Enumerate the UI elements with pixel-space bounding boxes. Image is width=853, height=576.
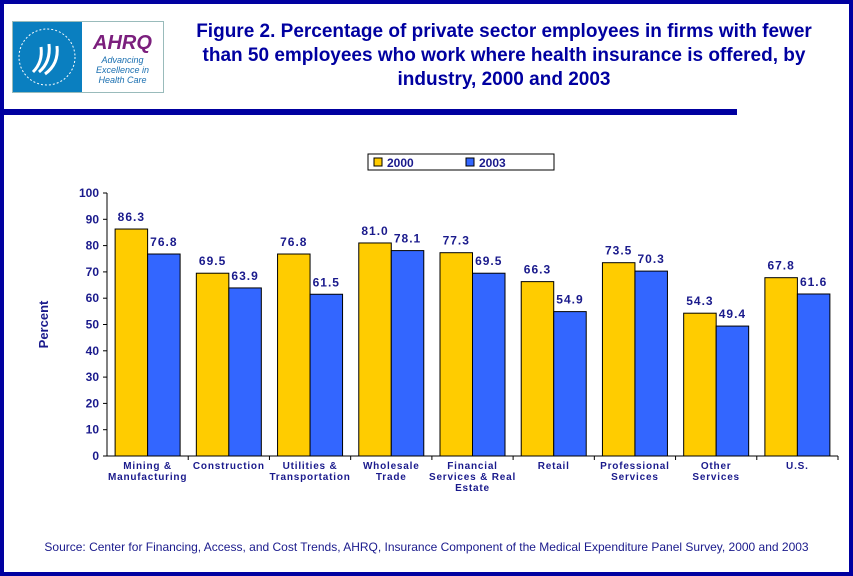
data-label: 54.3 [686,294,713,308]
category-label: Mining & [123,461,172,472]
bar-2000 [764,277,798,457]
category-label: Construction [193,461,265,472]
data-label: 73.5 [605,244,632,258]
category-label: Utilities & [283,461,338,472]
data-label: 61.5 [313,275,340,289]
data-label: 61.6 [800,275,827,289]
y-tick-label: 40 [86,344,100,358]
data-label: 69.5 [199,254,226,268]
bar-2000 [439,252,473,457]
bar-2003 [309,293,344,457]
legend-box [367,153,555,171]
data-label: 81.0 [361,224,388,238]
bar-chart: 0 10 20 30 40 50 60 70 80 90 100 Percent 86.3 76.8 Min… [36,153,839,494]
header-divider [4,109,737,115]
category-label: Other [701,461,732,472]
bar-2003 [472,272,506,457]
chart-title: Figure 2. Percentage of private sector e… [196,21,812,90]
bar-2003 [147,253,181,457]
category-label: Transportation [269,472,350,483]
y-axis-label: Percent [36,300,51,348]
bar-2000 [195,272,230,457]
data-label: 76.8 [280,235,307,249]
category-label: Financial [447,461,498,472]
bar-2003 [715,325,750,457]
data-label: 49.4 [719,307,746,321]
category-label: Professional [600,461,670,472]
bar-2003 [390,250,425,457]
hhs-eagle-icon [13,22,82,92]
y-tick-label: 20 [86,396,100,410]
data-label: 63.9 [231,269,258,283]
legend-label: 2000 [387,156,414,170]
data-label: 67.8 [767,259,794,273]
category-label: Wholesale [363,461,420,472]
data-label: 77.3 [443,234,470,248]
legend-swatch-2000 [373,157,383,167]
bar-2000 [683,312,717,457]
y-tick-label: 70 [86,265,100,279]
bar-2003 [228,287,262,457]
data-label: 78.1 [394,232,421,246]
y-tick-label: 80 [86,239,100,253]
data-label: 54.9 [556,293,583,307]
category-label: Retail [538,461,570,472]
data-label: 86.3 [118,210,145,224]
legend-swatch-2003 [465,157,475,167]
ahrq-wordmark: AHRQ [93,32,152,54]
y-tick-label: 30 [86,370,100,384]
data-label: 66.3 [524,263,551,277]
data-label: 76.8 [150,235,177,249]
bar-2003 [634,270,668,457]
category-label: Estate [455,483,490,494]
legend-label: 2003 [479,156,506,170]
y-tick-label: 90 [86,212,100,226]
category-label: Services [692,472,740,483]
category-label: Services & Real [429,472,516,483]
category-label: U.S. [786,461,809,472]
ahrq-tagline: Advancing Excellence in Health Care [95,55,150,85]
bar-2003 [553,311,587,457]
bar-2000 [114,228,149,457]
y-tick-label: 0 [92,449,99,463]
y-tick-label: 50 [86,318,100,332]
ahrq-logo: AHRQ Advancing Excellence in Health Care [12,21,164,93]
y-tick-label: 10 [86,423,100,437]
bar-2000 [520,281,555,457]
category-label: Trade [376,472,407,483]
category-label: Manufacturing [108,472,187,483]
data-label: 70.3 [638,252,665,266]
bar-2000 [601,262,636,457]
bar-2003 [796,293,831,457]
bar-2000 [358,242,392,457]
source-note: Source: Center for Financing, Access, an… [44,540,809,554]
y-tick-label: 60 [86,291,100,305]
data-label: 69.5 [475,254,502,268]
category-label: Services [611,472,659,483]
y-tick-label: 100 [79,186,99,200]
bar-2000 [277,253,311,457]
